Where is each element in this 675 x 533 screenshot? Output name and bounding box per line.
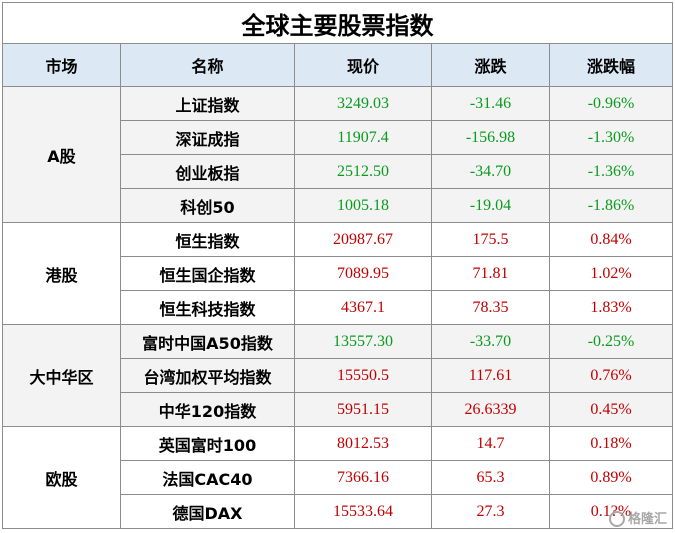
name-cell: 科创50 (120, 188, 295, 223)
price-cell: 15550.5 (294, 358, 432, 393)
name-cell: 恒生指数 (120, 222, 295, 257)
price-cell: 7366.16 (294, 460, 432, 495)
pct-cell: 1.83% (548, 290, 674, 325)
price-cell: 13557.30 (294, 324, 432, 359)
pct-cell: -1.30% (548, 120, 674, 155)
header-price: 现价 (294, 43, 432, 87)
table-row: 德国DAX 15533.64 27.3 0.1?% (3, 494, 674, 529)
price-cell: 20987.67 (294, 222, 432, 257)
table-row: 创业板指 2512.50 -34.70 -1.36% (3, 154, 674, 189)
price-cell: 15533.64 (294, 494, 432, 529)
change-cell: 175.5 (431, 222, 550, 257)
change-cell: 71.81 (431, 256, 550, 291)
watermark-text: 格隆汇 (627, 512, 667, 527)
header-name: 名称 (120, 43, 295, 87)
pct-cell: 0.1?% (548, 494, 674, 529)
name-cell: 法国CAC40 (120, 460, 295, 495)
change-cell: -156.98 (431, 120, 550, 155)
change-cell: 27.3 (431, 494, 550, 529)
pct-cell: -0.96% (548, 86, 674, 121)
name-cell: 富时中国A50指数 (120, 324, 295, 359)
header-pct: 涨跌幅 (548, 43, 674, 87)
change-cell: 14.7 (431, 426, 550, 461)
table-row: 台湾加权平均指数 15550.5 117.61 0.76% (3, 358, 674, 393)
pct-cell: 0.18% (548, 426, 674, 461)
table-row: 中华120指数 5951.15 26.6339 0.45% (3, 392, 674, 427)
name-cell: 恒生国企指数 (120, 256, 295, 291)
watermark: 格隆汇 (608, 508, 667, 527)
header-change: 涨跌 (431, 43, 550, 87)
pct-cell: 0.89% (548, 460, 674, 495)
name-cell: 英国富时100 (120, 426, 295, 461)
change-cell: -33.70 (431, 324, 550, 359)
pct-cell: 1.02% (548, 256, 674, 291)
change-cell: 117.61 (431, 358, 550, 393)
price-cell: 3249.03 (294, 86, 432, 121)
name-cell: 台湾加权平均指数 (120, 358, 295, 393)
name-cell: 德国DAX (120, 494, 295, 529)
table-title: 全球主要股票指数 (1, 2, 674, 44)
market-cell: 欧股 (2, 426, 121, 529)
name-cell: 深证成指 (120, 120, 295, 155)
table-row: 深证成指 11907.4 -156.98 -1.30% (3, 120, 674, 155)
price-cell: 7089.95 (294, 256, 432, 291)
table-row: 欧股 英国富时100 8012.53 14.7 0.18% (2, 426, 674, 529)
pct-cell: -1.86% (548, 188, 674, 223)
table-row: 港股 恒生指数 20987.67 175.5 0.84% (2, 222, 674, 325)
watermark-logo-icon (608, 511, 625, 527)
name-cell: 上证指数 (120, 86, 295, 121)
table-row: 法国CAC40 7366.16 65.3 0.89% (3, 460, 674, 495)
change-cell: -34.70 (431, 154, 550, 189)
pct-cell: 0.45% (548, 392, 674, 427)
change-cell: -31.46 (431, 86, 550, 121)
change-cell: 26.6339 (431, 392, 550, 427)
table-row: 大中华区 富时中国A50指数 13557.30 -33.70 -0.25% (2, 324, 674, 427)
name-cell: 中华120指数 (120, 392, 295, 427)
price-cell: 8012.53 (294, 426, 432, 461)
price-cell: 2512.50 (294, 154, 432, 189)
name-cell: 创业板指 (120, 154, 295, 189)
table-row: 恒生国企指数 7089.95 71.81 1.02% (3, 256, 674, 291)
pct-cell: 0.84% (548, 222, 674, 257)
price-cell: 5951.15 (294, 392, 432, 427)
change-cell: 78.35 (431, 290, 550, 325)
pct-cell: -1.36% (548, 154, 674, 189)
price-cell: 11907.4 (294, 120, 432, 155)
market-cell: 港股 (2, 222, 121, 325)
price-cell: 1005.18 (294, 188, 432, 223)
change-cell: -19.04 (431, 188, 550, 223)
header-row: 市场 名称 现价 涨跌 涨跌幅 (2, 43, 674, 87)
table-row: 科创50 1005.18 -19.04 -1.86% (3, 188, 674, 223)
market-cell: 大中华区 (2, 324, 121, 427)
pct-cell: -0.25% (548, 324, 674, 359)
header-market: 市场 (2, 43, 121, 87)
market-cell: A股 (2, 86, 121, 223)
change-cell: 65.3 (431, 460, 550, 495)
pct-cell: 0.76% (548, 358, 674, 393)
price-cell: 4367.1 (294, 290, 432, 325)
name-cell: 恒生科技指数 (120, 290, 295, 325)
table-row: A股 上证指数 3249.03 -31.46 -0.96% (2, 86, 674, 223)
